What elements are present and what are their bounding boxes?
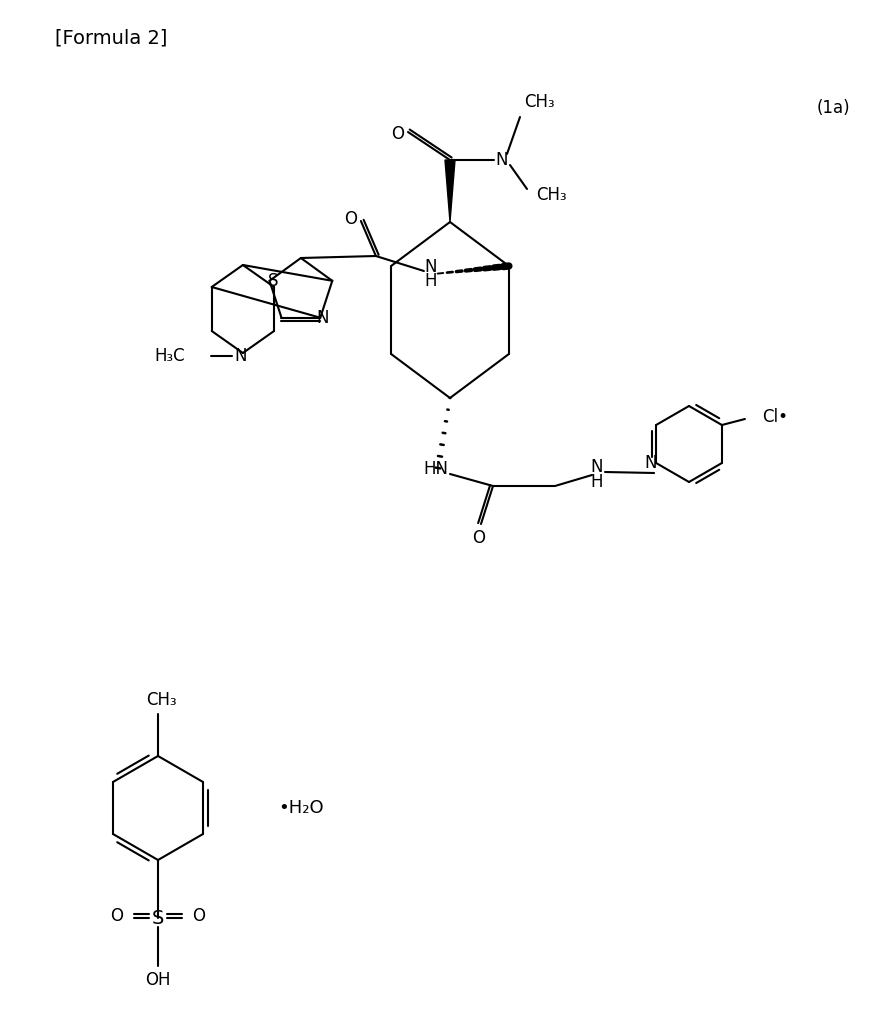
Text: •H₂O: •H₂O bbox=[278, 799, 324, 817]
Text: O: O bbox=[192, 906, 206, 925]
Text: CH₃: CH₃ bbox=[536, 186, 567, 204]
Polygon shape bbox=[445, 160, 455, 222]
Text: N: N bbox=[496, 151, 508, 169]
Text: O: O bbox=[344, 210, 358, 228]
Text: H: H bbox=[591, 473, 603, 491]
Text: N: N bbox=[591, 458, 603, 476]
Text: S: S bbox=[268, 271, 279, 290]
Text: HN: HN bbox=[424, 460, 449, 478]
Text: O: O bbox=[110, 906, 124, 925]
Text: N: N bbox=[645, 454, 658, 472]
Text: H₃C: H₃C bbox=[154, 347, 185, 365]
Text: N: N bbox=[316, 309, 328, 326]
Text: CH₃: CH₃ bbox=[146, 691, 176, 709]
Text: O: O bbox=[473, 529, 486, 547]
Text: O: O bbox=[392, 125, 404, 143]
Text: N: N bbox=[425, 258, 437, 276]
Text: Cl•: Cl• bbox=[762, 408, 788, 426]
Text: (1a): (1a) bbox=[816, 99, 850, 117]
Text: H: H bbox=[425, 272, 437, 290]
Text: [Formula 2]: [Formula 2] bbox=[55, 28, 167, 47]
Text: CH₃: CH₃ bbox=[524, 93, 554, 111]
Text: N: N bbox=[235, 347, 247, 365]
Text: OH: OH bbox=[145, 971, 171, 989]
Text: S: S bbox=[152, 909, 164, 927]
